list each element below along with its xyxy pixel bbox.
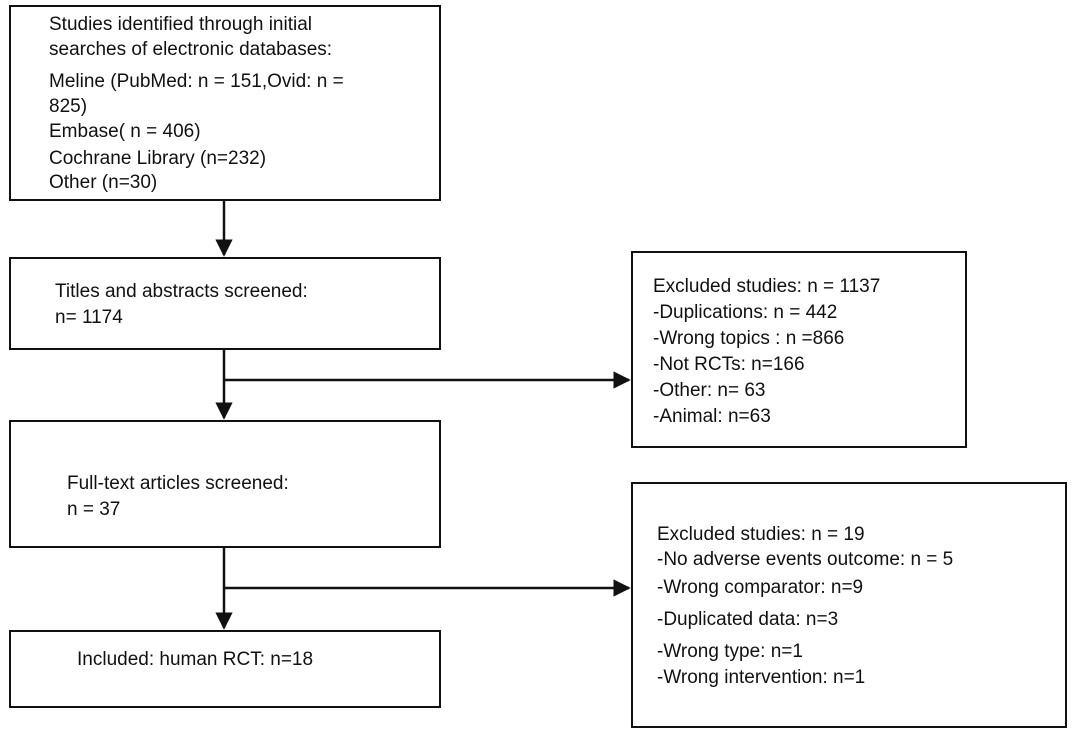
identified-line-1: Studies identified through initial — [49, 14, 313, 35]
included-box: Included: human RCT: n=18 — [9, 630, 441, 708]
screened-line-2: n= 1174 — [55, 307, 123, 328]
identified-line-4: 825) — [49, 96, 88, 117]
excluded1-line-5: -Other: n= 63 — [653, 380, 766, 401]
identified-line-5: Embase( n = 406) — [49, 121, 201, 142]
fulltext-line-2: n = 37 — [67, 499, 121, 520]
excluded1-line-1: Excluded studies: n = 1137 — [653, 276, 881, 297]
excluded-studies-box-2: Excluded studies: n = 19 -No adverse eve… — [631, 482, 1067, 728]
excluded2-line-5: -Wrong type: n=1 — [657, 641, 803, 662]
excluded1-line-3: -Wrong topics : n =866 — [653, 328, 845, 349]
identified-line-7: Other (n=30) — [49, 172, 158, 193]
excluded2-line-2: -No adverse events outcome: n = 5 — [657, 549, 954, 570]
excluded2-line-3: -Wrong comparator: n=9 — [657, 577, 864, 598]
excluded2-line-6: -Wrong intervention: n=1 — [657, 667, 866, 688]
screened-box: Titles and abstracts screened: n= 1174 — [9, 257, 441, 350]
identified-studies-box: Studies identified through initial searc… — [9, 5, 441, 201]
excluded1-line-6: -Animal: n=63 — [653, 406, 771, 427]
screened-line-1: Titles and abstracts screened: — [55, 281, 308, 302]
identified-line-2: searches of electronic databases: — [49, 39, 333, 60]
excluded-studies-box-1: Excluded studies: n = 1137 -Duplications… — [631, 251, 967, 448]
excluded1-line-2: -Duplications: n = 442 — [653, 302, 838, 323]
excluded2-line-4: -Duplicated data: n=3 — [657, 609, 839, 630]
excluded2-line-1: Excluded studies: n = 19 — [657, 524, 865, 545]
identified-line-6: Cochrane Library (n=232) — [49, 148, 267, 169]
fulltext-line-1: Full-text articles screened: — [67, 473, 289, 494]
fulltext-box: Full-text articles screened: n = 37 — [9, 420, 441, 548]
excluded1-line-4: -Not RCTs: n=166 — [653, 354, 805, 375]
identified-line-3: Meline (PubMed: n = 151,Ovid: n = — [49, 71, 344, 92]
included-line-1: Included: human RCT: n=18 — [77, 649, 314, 670]
